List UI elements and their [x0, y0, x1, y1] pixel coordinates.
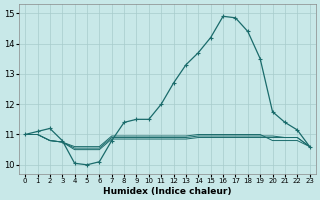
X-axis label: Humidex (Indice chaleur): Humidex (Indice chaleur) — [103, 187, 232, 196]
